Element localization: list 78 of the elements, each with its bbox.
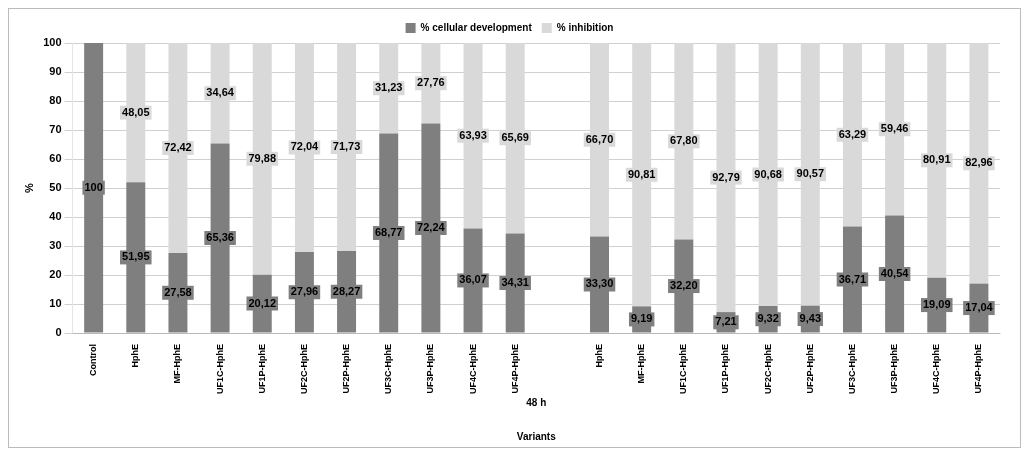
text: 48 h [526,396,547,408]
x-tick-label: UF2C-HphE [762,344,773,394]
y-tick-label: 60 [49,152,62,165]
y-tick-label: 80 [49,94,62,107]
x-tick-label: UF3P-HphE [425,344,436,394]
data-label: 79,88 [248,151,277,164]
data-label: 100 [84,180,103,193]
data-label: 67,80 [670,134,698,147]
data-label: 9,43 [799,312,822,325]
x-tick-label: HphE [130,344,141,368]
data-label: 72,04 [290,140,320,153]
data-label: 90,68 [754,167,782,180]
x-tick-label: Control [88,344,99,376]
data-label: 33,30 [585,277,614,290]
y-axis-title: % [22,182,35,193]
data-label: 36,07 [459,273,487,286]
legend-label: % inhibition [556,21,614,33]
x-tick-label: UF2C-HphE [298,344,309,394]
data-label: 27,58 [164,285,192,298]
data-label: 65,36 [206,231,234,244]
y-tick-label: 100 [43,36,62,49]
data-label: 65,69 [501,131,529,144]
y-tick-label: 10 [49,297,62,310]
x-tick-label: UF1P-HphE [256,344,267,394]
data-label: 80,91 [923,153,951,166]
x-tick-label: UF4P-HphE [509,344,520,394]
data-label: 27,76 [417,76,445,89]
y-tick-label: 90 [49,65,62,78]
data-label: 63,93 [459,128,487,141]
x-tick-label: MF-HphE [636,344,647,384]
data-label: 17,04 [965,301,994,314]
x-tick-label: UF4C-HphE [931,344,942,394]
bar [84,43,104,333]
data-label: 72,42 [164,141,192,154]
data-label: 72,24 [417,221,446,234]
data-label: 48,05 [122,105,150,118]
x-tick-label: UF4C-HphE [467,344,478,394]
data-label: 59,46 [880,122,909,135]
x-tick-label: UF2P-HphE [804,344,815,394]
data-label: 27,96 [290,285,319,298]
x-axis-title: Variants [516,430,557,442]
data-label: 90,81 [627,167,656,180]
x-tick-label: UF1P-HphE [720,344,731,394]
y-tick-label: 0 [55,326,62,339]
x-tick-label: UF4P-HphE [973,344,984,394]
x-tick-label: UF3C-HphE [383,344,394,394]
x-tick-label: UF1C-HphE [214,344,225,394]
x-tick-label: UF3P-HphE [889,344,900,394]
data-label: 19,09 [923,298,951,311]
x-tick-label: MF-HphE [172,344,183,384]
x-tick-label: HphE [594,344,604,368]
data-label: 82,96 [965,156,993,169]
data-label: 34,31 [501,276,529,289]
y-tick-label: 50 [49,181,62,194]
y-tick-label: 40 [49,210,62,223]
data-label: 68,77 [374,226,403,239]
data-label: 51,95 [122,250,150,263]
y-tick-label: 30 [49,239,62,252]
data-label: 40,54 [880,267,910,279]
data-label: 28,27 [332,284,361,297]
data-label: 20,12 [248,296,277,309]
y-tick-label: 20 [49,268,62,281]
data-label: 92,79 [712,170,740,183]
data-label: 9,19 [630,312,653,325]
x-tick-label: UF1C-HphE [678,344,689,394]
legend-label: % cellular development [420,21,533,33]
data-label: 9,32 [757,312,779,325]
data-label: 36,71 [838,272,867,285]
data-label: 31,23 [374,81,403,94]
data-label: 32,20 [670,279,698,292]
data-label: 90,57 [796,167,825,180]
data-label: 66,70 [585,132,614,145]
data-label: 71,73 [332,140,361,153]
data-label: 63,29 [838,127,867,140]
x-tick-label: UF2P-HphE [341,344,352,394]
y-tick-label: 70 [49,123,62,136]
data-label: 34,64 [206,86,235,99]
x-tick-label: UF3C-HphE [846,344,857,394]
